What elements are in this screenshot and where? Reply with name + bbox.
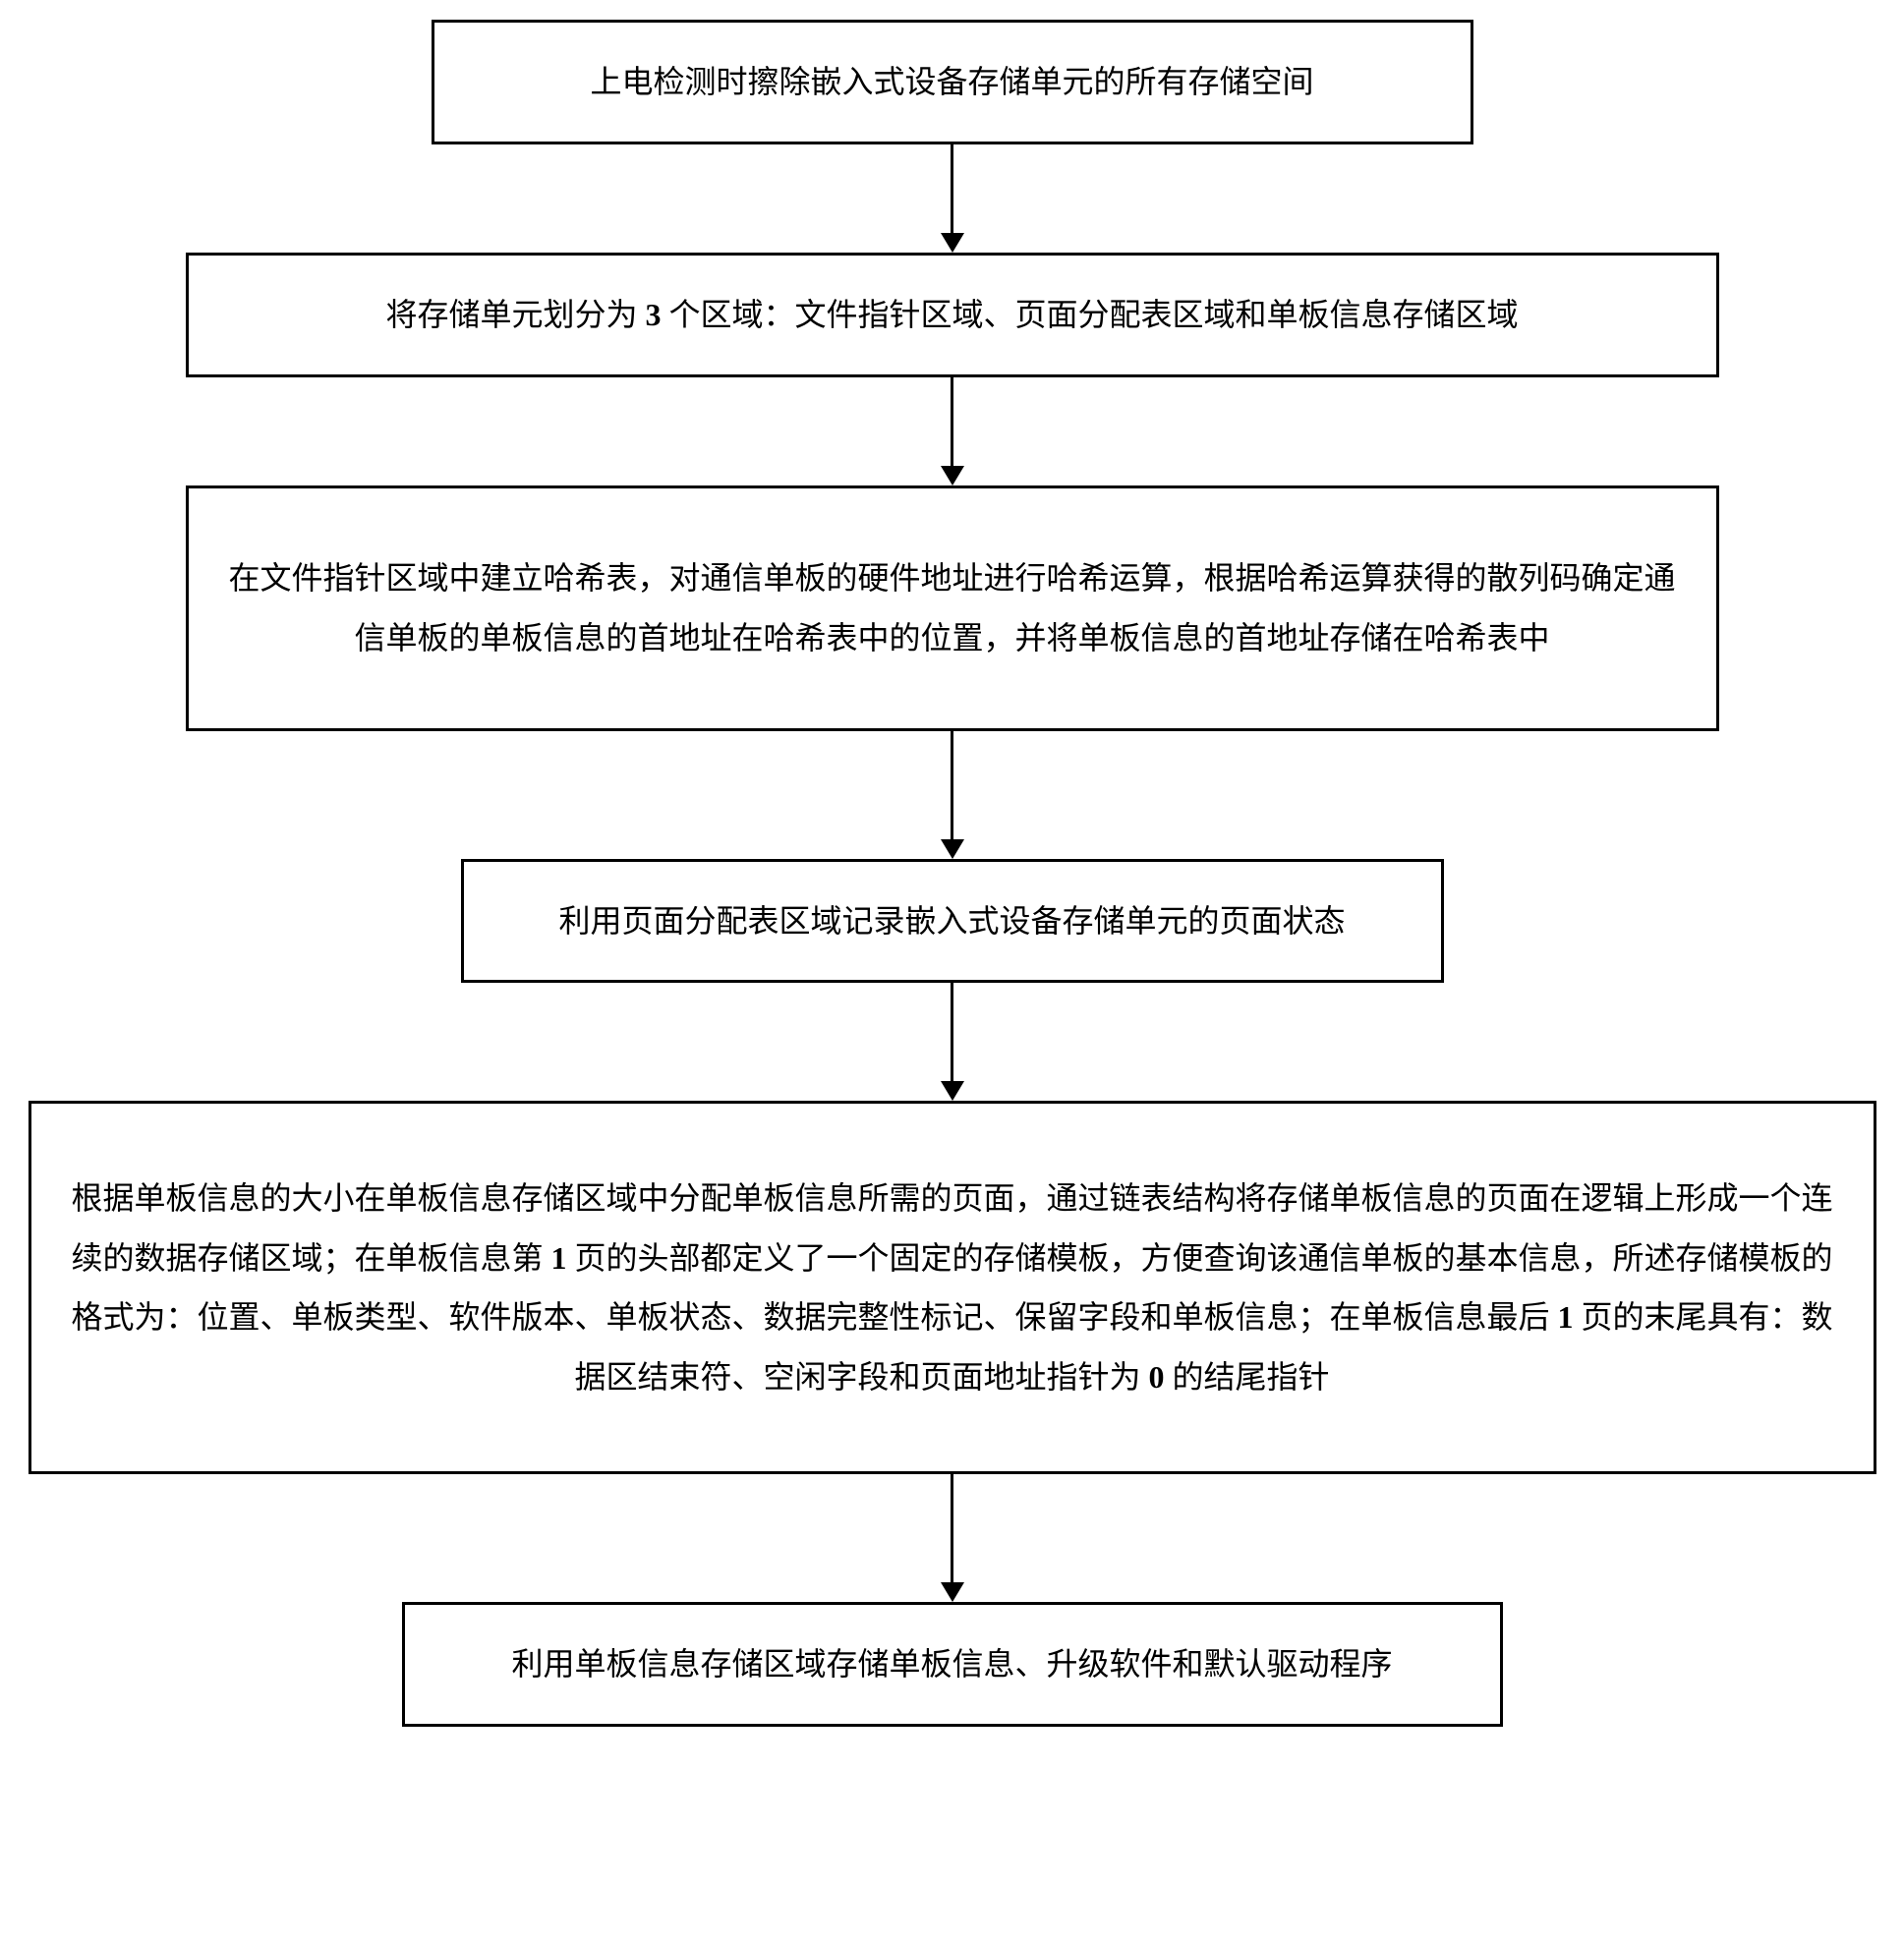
node-text: 根据单板信息的大小在单板信息存储区域中分配单板信息所需的页面，通过链表结构将存储… xyxy=(71,1169,1834,1407)
arrow-head-icon xyxy=(941,233,964,253)
arrow-line xyxy=(951,377,953,466)
flowchart-arrow xyxy=(941,983,964,1101)
arrow-line xyxy=(951,144,953,233)
flowchart-arrow xyxy=(941,731,964,859)
arrow-head-icon xyxy=(941,1081,964,1101)
flowchart-node-n2: 将存储单元划分为 3 个区域：文件指针区域、页面分配表区域和单板信息存储区域 xyxy=(186,253,1719,377)
node-text: 在文件指针区域中建立哈希表，对通信单板的硬件地址进行哈希运算，根据哈希运算获得的… xyxy=(228,548,1677,668)
node-text: 利用页面分配表区域记录嵌入式设备存储单元的页面状态 xyxy=(558,891,1345,951)
arrow-head-icon xyxy=(941,466,964,485)
node-text: 将存储单元划分为 3 个区域：文件指针区域、页面分配表区域和单板信息存储区域 xyxy=(385,285,1518,345)
arrow-line xyxy=(951,1474,953,1582)
node-text: 上电检测时擦除嵌入式设备存储单元的所有存储空间 xyxy=(590,52,1313,112)
arrow-head-icon xyxy=(941,839,964,859)
flowchart-node-n6: 利用单板信息存储区域存储单板信息、升级软件和默认驱动程序 xyxy=(402,1602,1503,1727)
flowchart-arrow xyxy=(941,377,964,485)
flowchart-node-n3: 在文件指针区域中建立哈希表，对通信单板的硬件地址进行哈希运算，根据哈希运算获得的… xyxy=(186,485,1719,731)
flowchart-arrow xyxy=(941,144,964,253)
flowchart-node-n4: 利用页面分配表区域记录嵌入式设备存储单元的页面状态 xyxy=(461,859,1444,984)
arrow-head-icon xyxy=(941,1582,964,1602)
flowchart-container: 上电检测时擦除嵌入式设备存储单元的所有存储空间将存储单元划分为 3 个区域：文件… xyxy=(20,20,1884,1727)
flowchart-arrow xyxy=(941,1474,964,1602)
flowchart-node-n1: 上电检测时擦除嵌入式设备存储单元的所有存储空间 xyxy=(432,20,1473,144)
node-text: 利用单板信息存储区域存储单板信息、升级软件和默认驱动程序 xyxy=(511,1634,1392,1694)
flowchart-node-n5: 根据单板信息的大小在单板信息存储区域中分配单板信息所需的页面，通过链表结构将存储… xyxy=(29,1101,1876,1474)
arrow-line xyxy=(951,983,953,1081)
arrow-line xyxy=(951,731,953,839)
